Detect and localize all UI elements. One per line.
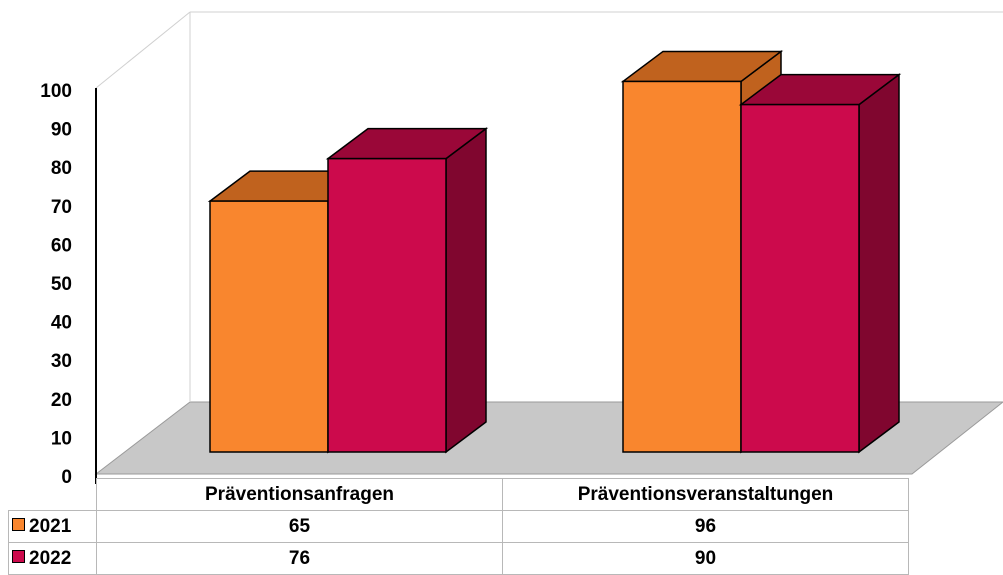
category-label-1: Präventionsanfragen [96, 478, 503, 511]
data-table-corner [9, 479, 97, 511]
legend-entry-2021: 2021 [8, 510, 97, 543]
y-tick-label: 0 [61, 467, 72, 488]
y-tick-label: 80 [51, 158, 72, 179]
y-tick-label: 60 [51, 235, 72, 256]
y-axis-ticks: 0 10 20 30 40 50 60 70 80 90 100 [40, 81, 72, 488]
data-table-header-row: Präventionsanfragen Präventionsveranstal… [9, 478, 909, 511]
y-tick-label: 90 [51, 120, 72, 141]
y-tick-label: 40 [51, 313, 72, 334]
y-tick-label: 70 [51, 197, 72, 218]
bar-2022-1 [325, 127, 489, 454]
legend-label-2021: 2021 [29, 515, 72, 537]
bars [207, 49, 902, 454]
table-cell-2021-1: 65 [96, 510, 503, 543]
legend-entry-2022: 2022 [8, 542, 97, 575]
bar-front [740, 103, 860, 453]
bar-front [209, 200, 329, 453]
table-cell-2022-1: 76 [96, 542, 503, 575]
y-tick-label: 10 [51, 428, 72, 449]
y-tick-label: 100 [40, 81, 72, 102]
data-table-row-2022: 2022 76 90 [8, 542, 909, 575]
bar-front [327, 157, 447, 453]
bar-side [858, 73, 900, 454]
side-wall-top-edge [95, 11, 191, 89]
table-cell-2022-2: 90 [502, 542, 909, 575]
legend-swatch-2022 [12, 549, 25, 563]
bar-side [445, 127, 487, 454]
legend-label-2022: 2022 [29, 547, 72, 569]
y-tick-label: 20 [51, 390, 72, 411]
y-tick-label: 50 [51, 274, 72, 295]
data-table-row-2021: 2021 65 96 [8, 510, 909, 543]
bar-2022-2 [738, 73, 902, 454]
y-tick-label: 30 [51, 351, 72, 372]
data-table: Präventionsanfragen Präventionsveranstal… [8, 478, 909, 575]
category-label-2: Präventionsveranstaltungen [502, 478, 909, 511]
bar-front [622, 80, 742, 453]
legend-swatch-2021 [12, 517, 25, 531]
table-cell-2021-2: 96 [502, 510, 909, 543]
